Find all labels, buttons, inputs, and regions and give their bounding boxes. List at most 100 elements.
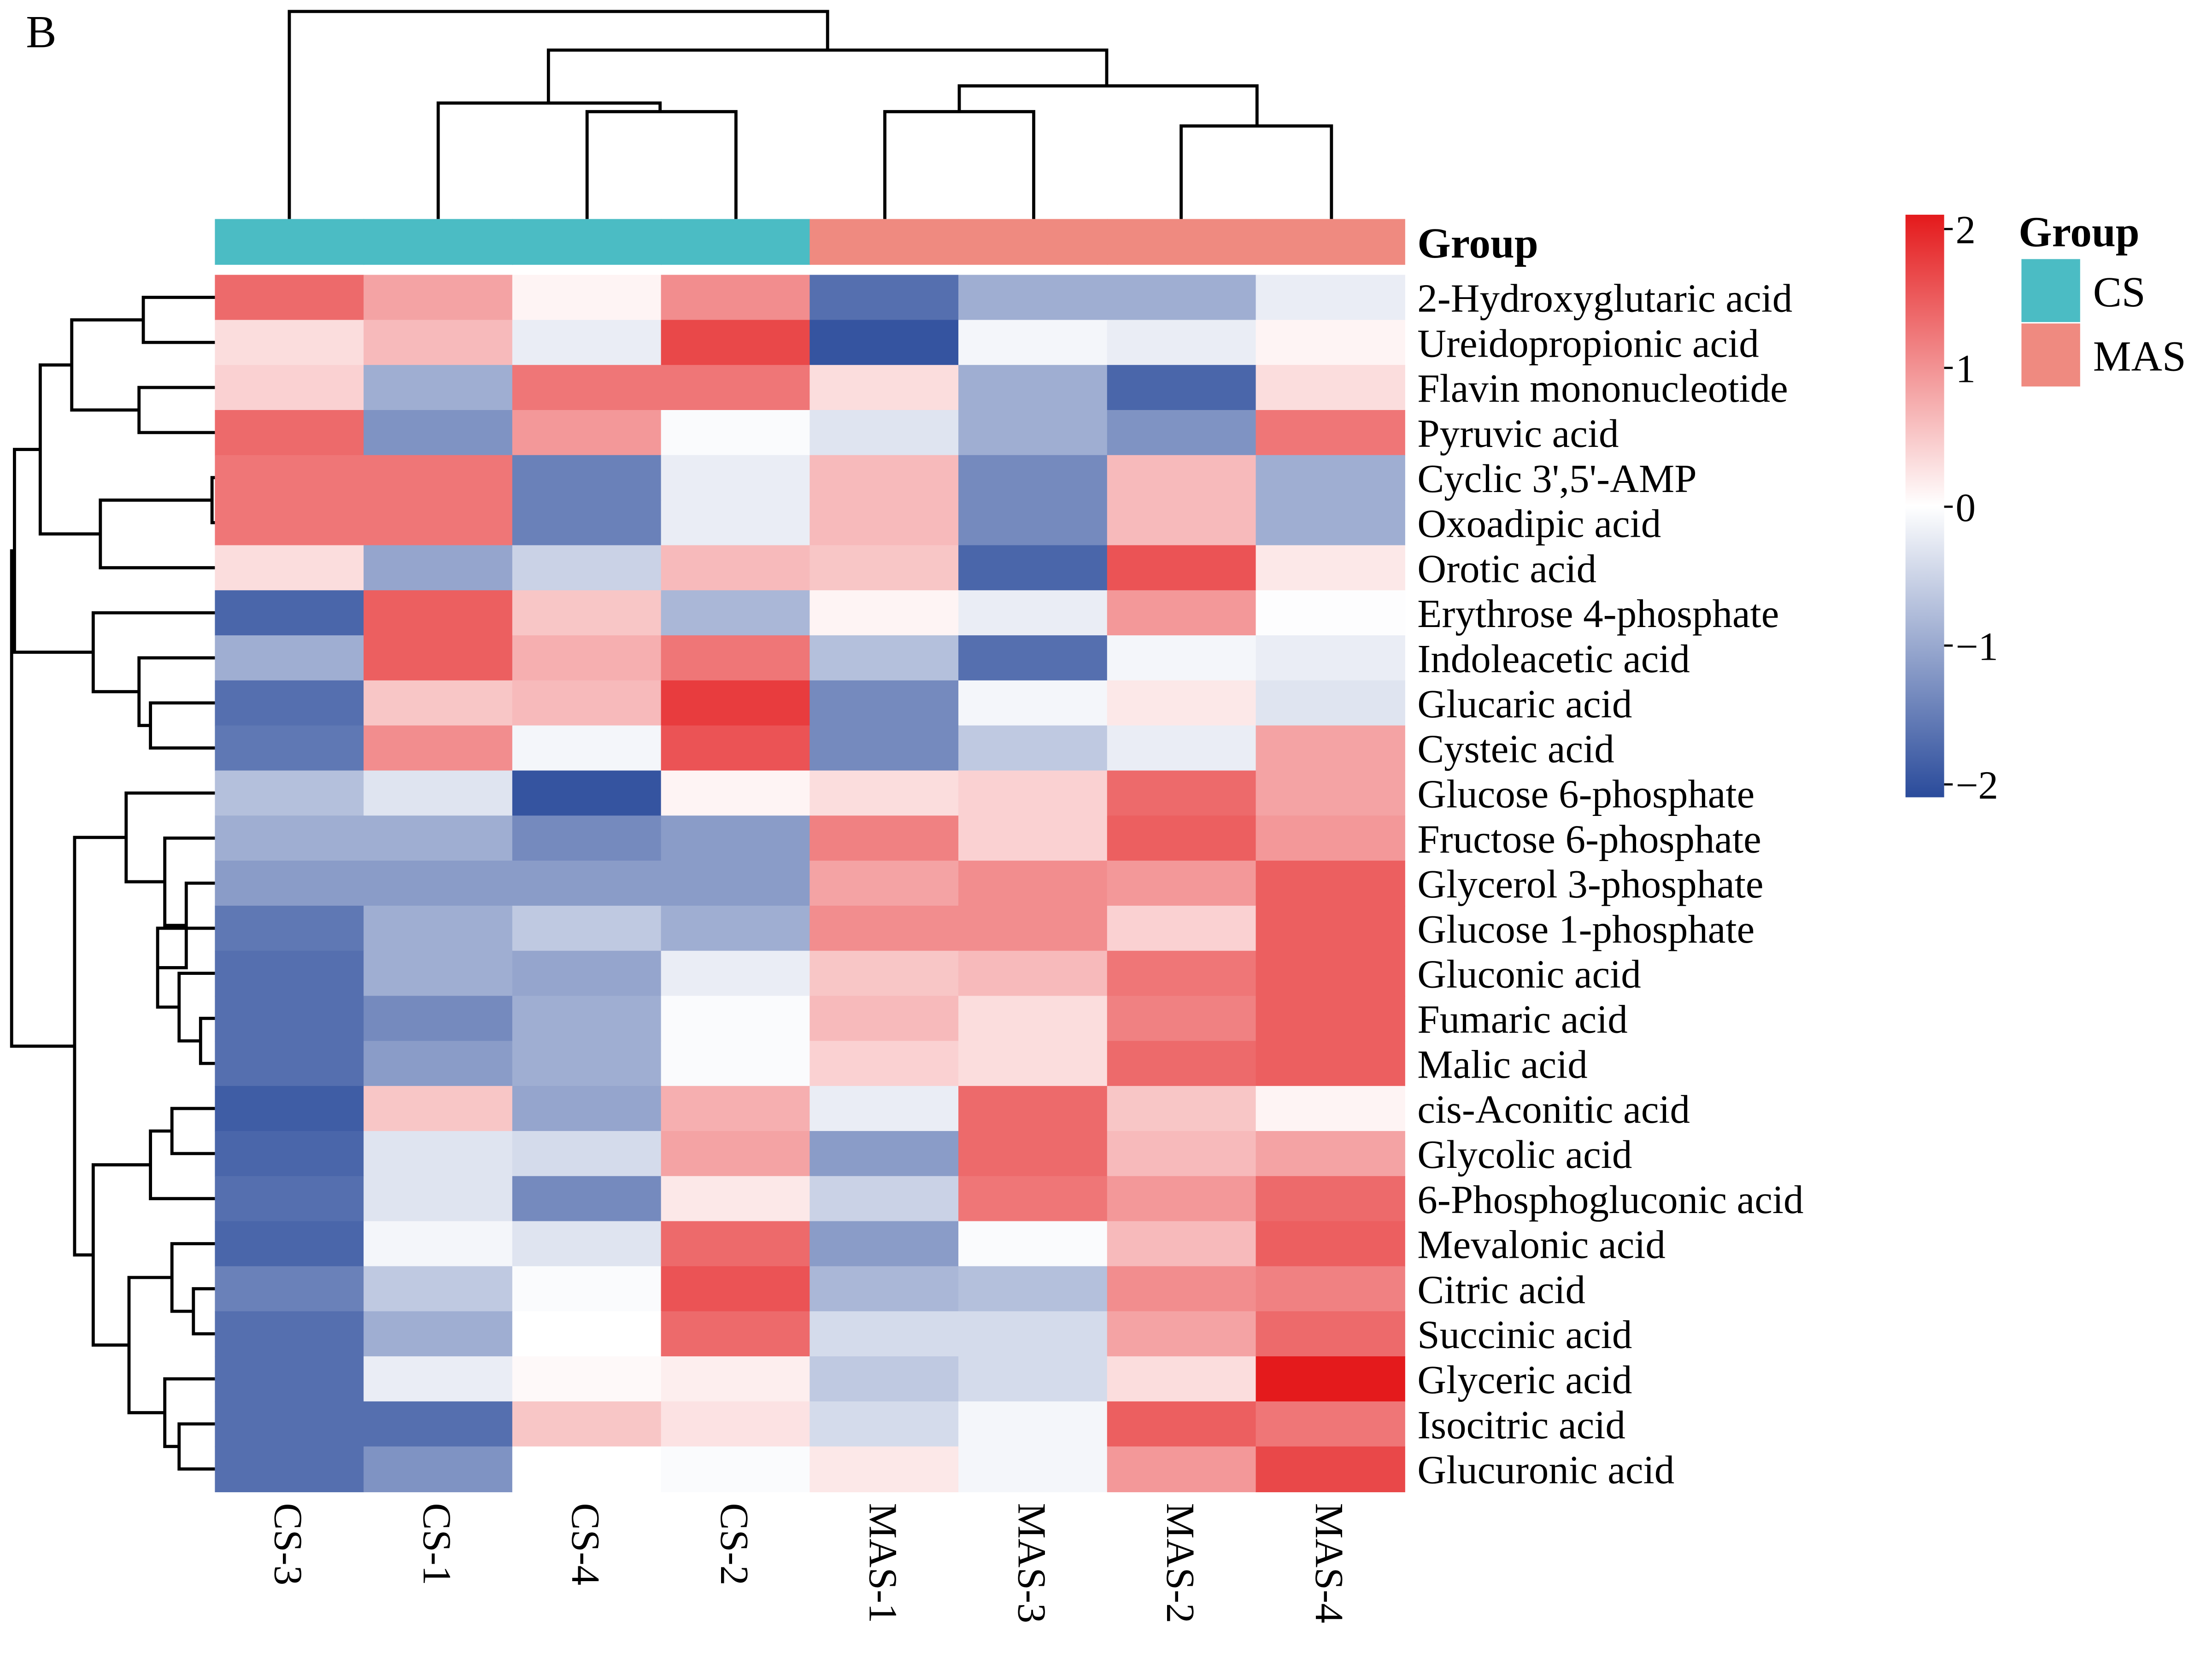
heatmap-cell <box>810 950 959 997</box>
heatmap-cell <box>1256 1401 1405 1448</box>
heatmap-cell <box>958 365 1108 411</box>
row-label: Indoleacetic acid <box>1417 636 1690 681</box>
dendrogram-branch <box>91 611 215 693</box>
column-label: CS-1 <box>415 1503 459 1585</box>
legend-swatch-cs <box>2021 259 2080 322</box>
heatmap-cell <box>958 1221 1108 1267</box>
column-label: CS-3 <box>266 1503 311 1585</box>
heatmap-cell <box>215 1356 364 1402</box>
row-label: Malic acid <box>1417 1042 1588 1086</box>
heatmap-cell <box>215 1131 364 1177</box>
heatmap-cell <box>958 1311 1108 1357</box>
row-label: Pyruvic acid <box>1417 411 1619 456</box>
heatmap-cell <box>958 905 1108 952</box>
heatmap-cell <box>661 1221 810 1267</box>
heatmap-cell <box>958 320 1108 366</box>
heatmap-cell <box>810 500 959 546</box>
heatmap-cell <box>1256 1221 1405 1267</box>
heatmap-cell <box>958 410 1108 456</box>
heatmap-cell <box>661 365 810 411</box>
heatmap-cell <box>661 1446 810 1493</box>
colorbar-tick-label: 0 <box>1955 485 1976 530</box>
heatmap-cell <box>1256 996 1405 1042</box>
column-dendrogram <box>288 10 1333 219</box>
heatmap-cell <box>958 1266 1108 1312</box>
heatmap-cell <box>1256 275 1405 321</box>
heatmap-cell <box>512 1311 662 1357</box>
heatmap-cell <box>661 1266 810 1312</box>
heatmap-cell <box>1107 275 1257 321</box>
heatmap-cell <box>661 1176 810 1222</box>
heatmap-cell <box>958 996 1108 1042</box>
heatmap-cell <box>810 1131 959 1177</box>
heatmap-cell <box>958 1086 1108 1132</box>
heatmap-cell <box>810 1311 959 1357</box>
heatmap-cell <box>1256 635 1405 681</box>
heatmap-cell <box>512 1266 662 1312</box>
heatmap-cell <box>512 410 662 456</box>
colorbar-tick-label: 1 <box>1955 346 1976 391</box>
heatmap-cell <box>1107 770 1257 816</box>
heatmap-cell <box>215 1401 364 1448</box>
heatmap-cell <box>215 950 364 997</box>
heatmap-cell <box>661 545 810 591</box>
group-annotation-label: Group <box>1417 220 1538 267</box>
row-label: Succinic acid <box>1417 1312 1632 1357</box>
group-annotation-cell <box>661 219 810 265</box>
heatmap-cell <box>958 725 1108 772</box>
colorbar-tick-label: −1 <box>1955 624 1998 668</box>
heatmap-cell <box>364 500 513 546</box>
heatmap-cell <box>512 635 662 681</box>
heatmap-cell <box>1256 1041 1405 1087</box>
group-legend: CS MAS <box>2021 259 2186 387</box>
heatmap-cell <box>810 455 959 501</box>
group-annotation-cell <box>1256 219 1405 265</box>
group-annotation-cell <box>512 219 662 265</box>
heatmap-cell <box>364 320 513 366</box>
heatmap-cell <box>215 275 364 321</box>
heatmap-cell <box>512 680 662 727</box>
heatmap-cell <box>364 1086 513 1132</box>
heatmap-cell <box>958 1131 1108 1177</box>
heatmap-cell <box>958 275 1108 321</box>
heatmap-cell <box>810 320 959 366</box>
heatmap-cell <box>1107 1446 1257 1493</box>
column-label: MAS-3 <box>1009 1503 1054 1623</box>
heatmap-cell <box>364 815 513 862</box>
heatmap-cell <box>215 996 364 1042</box>
heatmap-cell <box>1256 905 1405 952</box>
row-label: Glyceric acid <box>1417 1357 1632 1402</box>
heatmap-cell <box>215 770 364 816</box>
legend-label: CS <box>2093 269 2146 316</box>
heatmap-cell <box>661 320 810 366</box>
heatmap-cell <box>512 365 662 411</box>
dendrogram-branch <box>99 498 215 569</box>
heatmap-cell <box>1256 950 1405 997</box>
heatmap-cell <box>215 1176 364 1222</box>
heatmap-cell <box>661 1086 810 1132</box>
column-label: MAS-4 <box>1307 1503 1352 1623</box>
heatmap-cell <box>512 996 662 1042</box>
dendrogram-branch <box>10 549 75 1048</box>
heatmap-cell <box>1256 1311 1405 1357</box>
group-annotation-cell <box>364 219 513 265</box>
legend-title: Group <box>2018 208 2139 256</box>
heatmap-cell <box>958 770 1108 816</box>
heatmap-cell <box>1256 1086 1405 1132</box>
heatmap-cell <box>810 1401 959 1448</box>
heatmap-cell <box>364 905 513 952</box>
heatmap-cell <box>364 725 513 772</box>
heatmap-cell <box>958 1356 1108 1402</box>
colorbar-tick-label: 2 <box>1955 207 1976 252</box>
heatmap-cell <box>512 1356 662 1402</box>
heatmap-cell <box>364 1221 513 1267</box>
heatmap-cell <box>512 1176 662 1222</box>
row-label: Glucose 1-phosphate <box>1417 907 1754 951</box>
heatmap-cell <box>215 905 364 952</box>
heatmap-cell <box>512 770 662 816</box>
heatmap-cell <box>661 680 810 727</box>
heatmap-cell <box>215 500 364 546</box>
heatmap-cell <box>512 455 662 501</box>
heatmap-cell <box>958 1041 1108 1087</box>
